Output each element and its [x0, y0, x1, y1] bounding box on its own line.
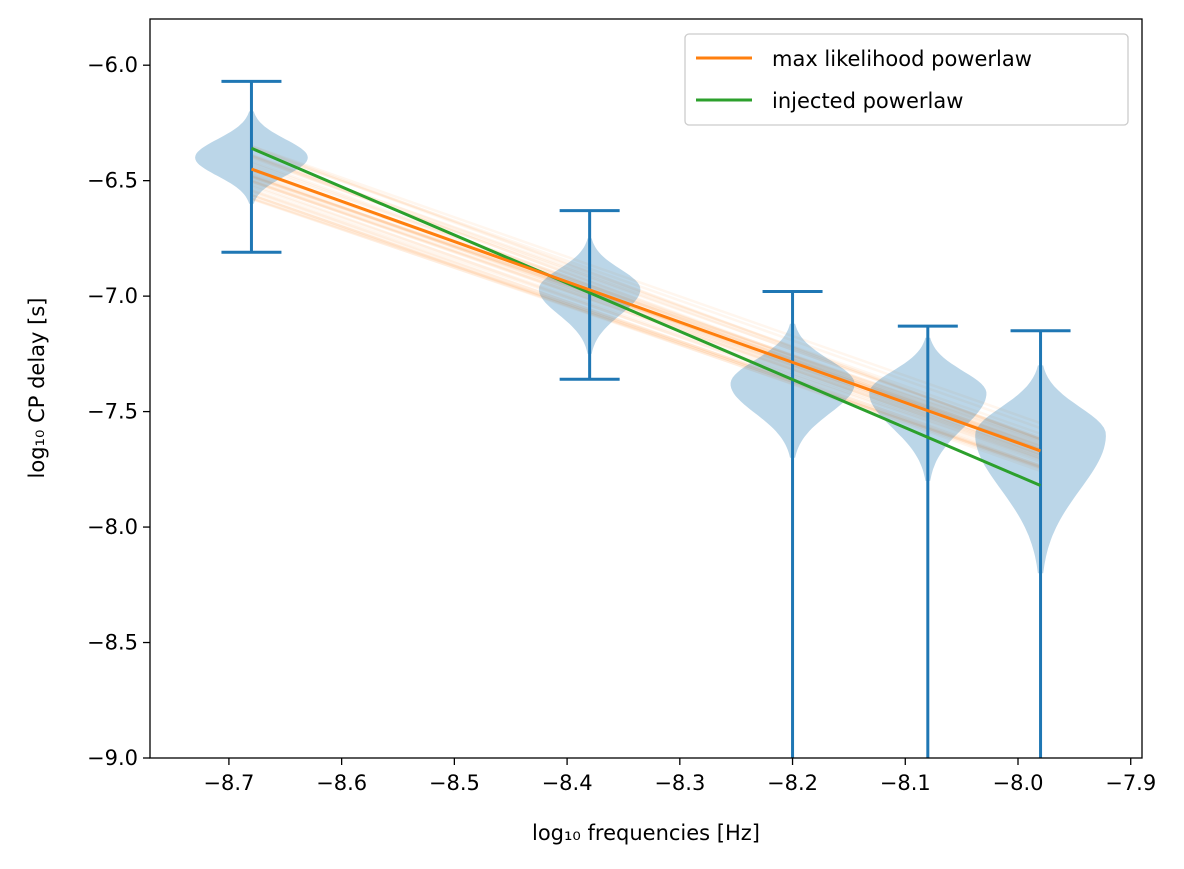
posterior-line-1 — [251, 193, 1041, 469]
posterior-line-32 — [251, 160, 1041, 452]
posterior-line-10 — [251, 146, 1041, 441]
posterior-line-27 — [251, 197, 1041, 467]
posterior-line-11 — [251, 154, 1041, 436]
posterior-line-19 — [251, 161, 1041, 451]
posterior-line-7 — [251, 153, 1041, 441]
legend: max likelihood powerlaw injected powerla… — [684, 33, 1129, 126]
posterior-line-3 — [251, 174, 1041, 455]
x-axis: −8.7 −8.6 −8.5 −8.4 −8.3 −8.2 −8.1 −8.0 −7.9 — [203, 758, 1156, 795]
posterior-line-13 — [251, 145, 1041, 441]
posterior-line-12 — [251, 188, 1041, 462]
x-tick-label-5: −8.2 — [767, 771, 818, 795]
legend-label-injected: injected powerlaw — [772, 89, 963, 113]
x-tick-label-0: −8.7 — [203, 771, 254, 795]
y-tick-label-3: −7.5 — [87, 400, 138, 424]
x-tick-label-7: −8.0 — [993, 771, 1044, 795]
y-tick-label-2: −8.0 — [87, 515, 138, 539]
posterior-line-6 — [251, 178, 1041, 446]
posterior-line-0 — [251, 144, 1041, 425]
posterior-line-37 — [251, 193, 1041, 473]
posterior-line-16 — [251, 194, 1041, 469]
posterior-lines — [251, 144, 1041, 473]
x-tick-label-8: −7.9 — [1105, 771, 1156, 795]
posterior-line-24 — [251, 190, 1041, 468]
posterior-line-30 — [251, 197, 1041, 470]
legend-box — [684, 33, 1129, 126]
violin-extent-bars — [221, 79, 1071, 758]
posterior-line-4 — [251, 164, 1041, 444]
x-tick-label-4: −8.3 — [654, 771, 705, 795]
posterior-line-22 — [251, 179, 1041, 460]
y-tick-label-1: −8.5 — [87, 631, 138, 655]
posterior-line-20 — [251, 185, 1041, 461]
x-tick-label-6: −8.1 — [880, 771, 931, 795]
posterior-line-36 — [251, 196, 1041, 464]
x-axis-label: log₁₀ frequencies [Hz] — [532, 821, 760, 845]
y-tick-label-5: −6.5 — [87, 169, 138, 193]
x-tick-label-1: −8.6 — [316, 771, 367, 795]
y-axis: −9.0 −8.5 −8.0 −7.5 −7.0 −6.5 −6.0 — [87, 53, 150, 770]
posterior-line-2 — [251, 147, 1041, 430]
posterior-line-31 — [251, 183, 1041, 467]
series-line-0 — [250, 167, 1042, 453]
plot-frame — [149, 18, 1143, 759]
x-tick-label-2: −8.5 — [429, 771, 480, 795]
series-lines — [250, 146, 1042, 487]
y-tick-label-0: −9.0 — [87, 746, 138, 770]
x-tick-label-3: −8.4 — [542, 771, 593, 795]
y-tick-label-4: −7.0 — [87, 284, 138, 308]
y-tick-label-6: −6.0 — [87, 53, 138, 77]
legend-label-max-likelihood: max likelihood powerlaw — [772, 47, 1032, 71]
series-line-1 — [250, 146, 1042, 487]
posterior-line-28 — [251, 189, 1041, 470]
y-axis-label: log₁₀ CP delay [s] — [25, 298, 49, 479]
